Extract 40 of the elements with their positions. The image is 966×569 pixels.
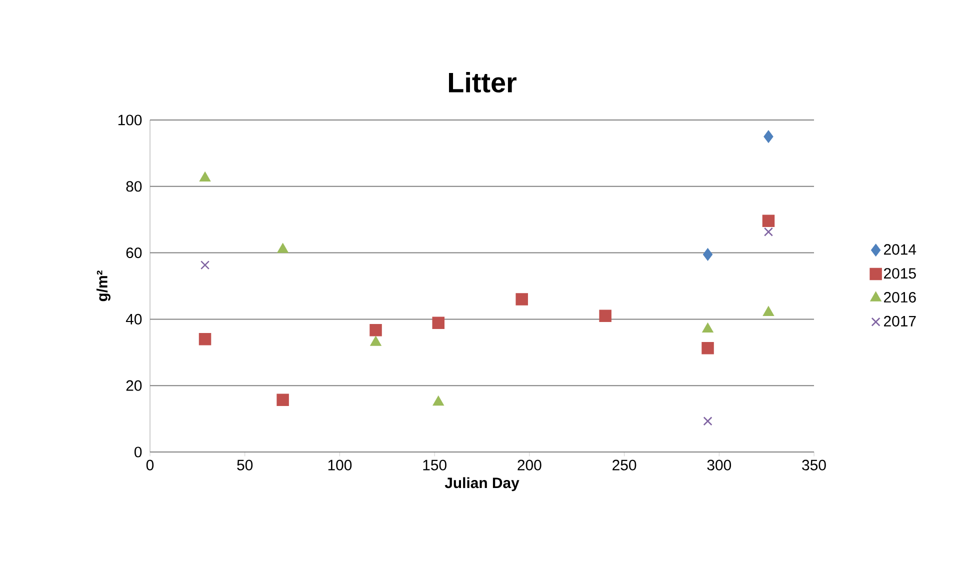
point	[762, 214, 775, 228]
point	[703, 416, 712, 426]
x-tick-label: 150	[423, 460, 446, 470]
point	[763, 306, 774, 316]
y-tick-label: 100	[118, 114, 142, 126]
point	[432, 396, 444, 406]
point	[370, 336, 382, 346]
point	[764, 227, 773, 236]
point	[764, 130, 774, 143]
legend-label: 2014	[884, 244, 916, 255]
point	[198, 332, 212, 346]
y-tick-label: 60	[126, 248, 142, 258]
x-tick-label: 350	[802, 460, 826, 470]
point	[702, 323, 714, 333]
y-tick-label: 80	[126, 181, 142, 192]
y-tick-label: 0	[134, 446, 142, 458]
x-tick-label: 100	[328, 460, 352, 470]
legend-label: 2017	[884, 316, 916, 326]
point	[599, 310, 612, 322]
x-tick-label: 0	[146, 460, 154, 470]
x-tick-label: 300	[707, 460, 732, 470]
y-tick-label: 20	[126, 380, 142, 391]
point	[432, 316, 444, 329]
point	[516, 293, 528, 306]
point	[200, 172, 210, 182]
legend-label: 2015	[884, 268, 916, 279]
x-tick-label: 250	[612, 460, 636, 470]
point	[703, 248, 713, 261]
x-axis-title: Julian Day	[444, 477, 520, 492]
x-tick-label: 200	[518, 460, 542, 470]
legend-label: 2016	[884, 292, 916, 303]
point	[702, 342, 714, 354]
point	[370, 324, 382, 336]
point	[277, 243, 288, 253]
y-axis-title: g/m²	[96, 270, 110, 302]
point	[200, 260, 210, 270]
x-tick-label: 50	[237, 460, 253, 470]
point	[276, 394, 289, 406]
chart-title: Litter	[448, 72, 516, 92]
y-tick-label: 40	[126, 314, 142, 324]
